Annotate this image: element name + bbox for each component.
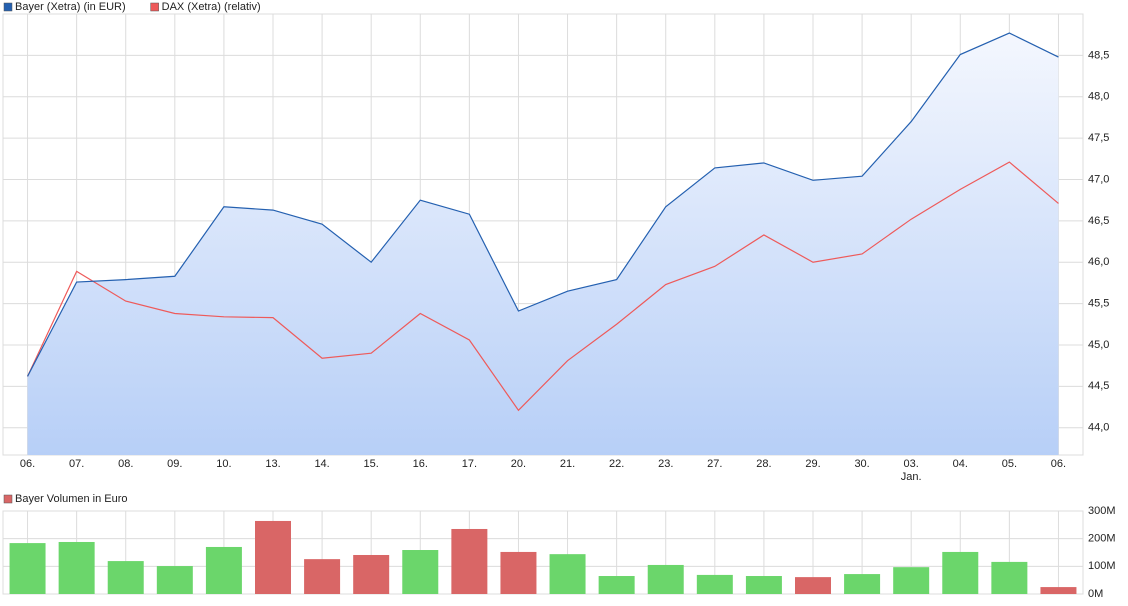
volume-bar (156, 566, 193, 594)
legend-label: Bayer Volumen in Euro (15, 493, 128, 505)
y-tick-label: 45,5 (1088, 297, 1109, 309)
volume-bar (893, 567, 930, 594)
x-tick-label: 05. (1002, 458, 1017, 470)
volume-bar (844, 574, 881, 594)
y-tick-label: 46,0 (1088, 256, 1109, 268)
x-tick-label: 28. (756, 458, 771, 470)
y-tick-label: 48,5 (1088, 49, 1109, 61)
volume-bar (795, 577, 831, 594)
y-tick-label: 300M (1088, 505, 1116, 517)
volume-bar (353, 554, 390, 594)
x-tick-label: 10. (216, 458, 231, 470)
x-tick-label: 29. (805, 458, 820, 470)
volume-bar (991, 561, 1028, 594)
x-tick-label: 30. (854, 458, 869, 470)
x-tick-label: 22. (609, 458, 624, 470)
legend-label: DAX (Xetra) (relativ) (162, 1, 261, 13)
y-tick-label: 46,5 (1088, 215, 1109, 227)
x-tick-label: 13. (265, 458, 280, 470)
legend-swatch (150, 2, 159, 12)
volume-bar (549, 554, 586, 594)
y-tick-label: 44,0 (1088, 422, 1109, 434)
x-tick-label: 08. (118, 458, 133, 470)
legend-swatch (3, 2, 13, 12)
volume-bar (9, 543, 46, 594)
x-tick-label: 07. (69, 458, 84, 470)
area-fill (27, 33, 1059, 455)
volume-bar (598, 576, 635, 594)
y-tick-label: 0M (1088, 588, 1103, 600)
y-tick-label: 48,0 (1088, 91, 1109, 103)
x-tick-label: 16. (413, 458, 428, 470)
volume-bar (500, 551, 537, 594)
volume-bar (402, 550, 439, 594)
volume-bar (647, 564, 684, 594)
x-tick-label: 15. (364, 458, 379, 470)
x-tick-label: 09. (167, 458, 182, 470)
volume-bar (107, 561, 144, 594)
x-tick-label: 03. (904, 458, 919, 470)
series-line (27, 32, 1059, 377)
volume-bar (205, 546, 242, 594)
volume-bar (58, 541, 95, 594)
x-tick-label: 14. (314, 458, 329, 470)
volume-bar (745, 576, 782, 594)
y-tick-label: 100M (1088, 560, 1116, 572)
x-tick-label: 04. (953, 458, 968, 470)
y-tick-label: 200M (1088, 533, 1116, 545)
volume-bar (1040, 587, 1077, 594)
legend-swatch (3, 494, 13, 504)
series-line (27, 161, 1059, 412)
x-tick-label: 06. (1051, 458, 1066, 470)
y-tick-label: 45,0 (1088, 339, 1109, 351)
volume-bar (255, 520, 291, 594)
x-tick-label: 27. (707, 458, 722, 470)
y-tick-label: 44,5 (1088, 380, 1109, 392)
volume-bar (942, 551, 979, 594)
y-tick-label: 47,5 (1088, 132, 1109, 144)
volume-bar (696, 574, 733, 594)
x-tick-label: 20. (511, 458, 526, 470)
x-tick-label: 06. (20, 458, 35, 470)
volume-bar (451, 528, 488, 594)
x-tick-label: 23. (658, 458, 673, 470)
x-tick-label: 21. (560, 458, 575, 470)
x-tick-label: 17. (462, 458, 477, 470)
y-tick-label: 47,0 (1088, 173, 1109, 185)
legend-label: Bayer (Xetra) (in EUR) (15, 1, 126, 13)
volume-bar (304, 559, 341, 594)
month-label: Jan. (901, 471, 922, 483)
